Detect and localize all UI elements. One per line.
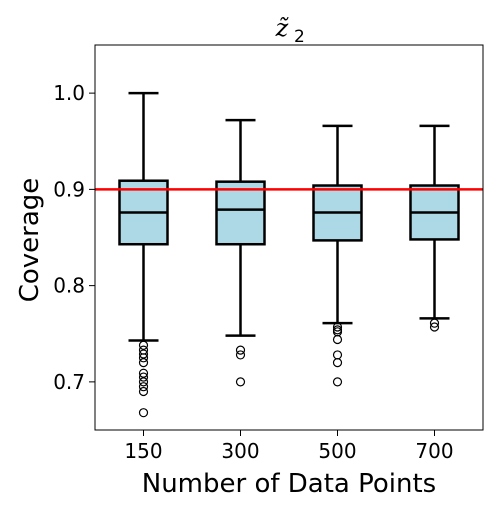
x-tick-label: 150	[124, 439, 162, 463]
y-axis-label: Coverage	[15, 178, 45, 303]
outlier-point	[429, 322, 440, 332]
outlier-point	[235, 377, 246, 387]
x-tick-label: 300	[221, 439, 259, 463]
outlier-point	[138, 368, 149, 378]
x-tick-label: 500	[318, 439, 356, 463]
outlier-point	[332, 377, 343, 387]
outlier-point	[138, 377, 149, 387]
outlier-point	[138, 382, 149, 392]
outlier-point	[138, 386, 149, 397]
chart-title: z̃ 2	[275, 14, 305, 47]
outlier-point	[332, 350, 343, 360]
outlier-point	[138, 340, 149, 350]
outlier-point	[332, 334, 343, 345]
plot-area: 0.7 0.8 0.9 1.0 150 300 500 700	[53, 44, 484, 463]
outlier-point	[138, 372, 149, 382]
outlier-point	[138, 358, 149, 368]
outlier-point	[429, 318, 440, 328]
y-tick-label: 1.0	[53, 81, 85, 105]
x-tick-label: 700	[415, 439, 453, 463]
outlier-point	[138, 349, 149, 359]
outlier-point	[138, 353, 149, 363]
outlier-point	[332, 327, 343, 337]
outlier-point	[138, 408, 149, 418]
box-iqr	[215, 180, 266, 246]
x-axis-label: Number of Data Points	[142, 469, 436, 499]
y-tick-label: 0.9	[53, 177, 85, 201]
y-tick-label: 0.8	[53, 274, 85, 298]
y-tick-label: 0.7	[53, 370, 85, 394]
plot-frame	[94, 44, 484, 431]
outlier-point	[332, 358, 343, 368]
chart-title-subscript: 2	[294, 27, 305, 47]
chart-title-text: z̃	[275, 14, 290, 42]
outlier-point	[332, 322, 343, 332]
outlier-point	[235, 350, 246, 360]
outlier-point	[235, 345, 246, 355]
